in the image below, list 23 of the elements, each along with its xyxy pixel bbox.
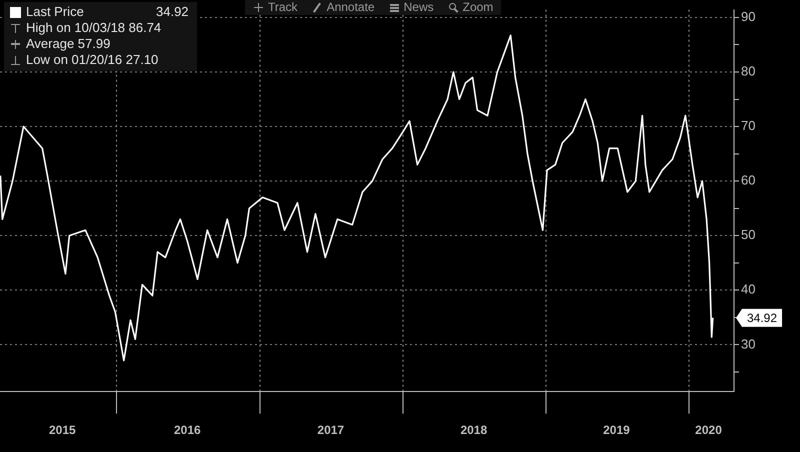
annotation: Zoom	[462, 0, 494, 15]
annotation: News	[404, 0, 434, 15]
x-tick-label: 2015	[48, 423, 76, 438]
y-tick-label: 60	[741, 172, 756, 188]
text: 34.92	[747, 311, 778, 326]
y-tick-label: 50	[741, 227, 756, 242]
y-tick-label: 90	[741, 9, 756, 24]
x-tick-label: 2019	[603, 423, 630, 438]
y-tick-label: 70	[741, 118, 756, 134]
y-tick-label: 40	[741, 282, 756, 297]
x-tick-label: 2018	[460, 423, 488, 438]
annotation: High on 10/03/18 86.74	[26, 20, 162, 36]
y-tick-label: 30	[741, 336, 756, 352]
x-tick-label: 2020	[695, 423, 722, 438]
annotation: Average 57.99	[26, 36, 110, 52]
annotation: Annotate	[326, 0, 375, 15]
x-tick-label: 2017	[317, 423, 344, 438]
annotation: Track	[268, 0, 298, 15]
annotation: Low on 01/20/16 27.10	[26, 52, 158, 68]
y-tick-label: 80	[741, 64, 756, 79]
legend-label: Last Price	[26, 4, 85, 20]
annotation: 34.92	[156, 4, 189, 20]
x-tick-label: 2016	[174, 423, 201, 438]
